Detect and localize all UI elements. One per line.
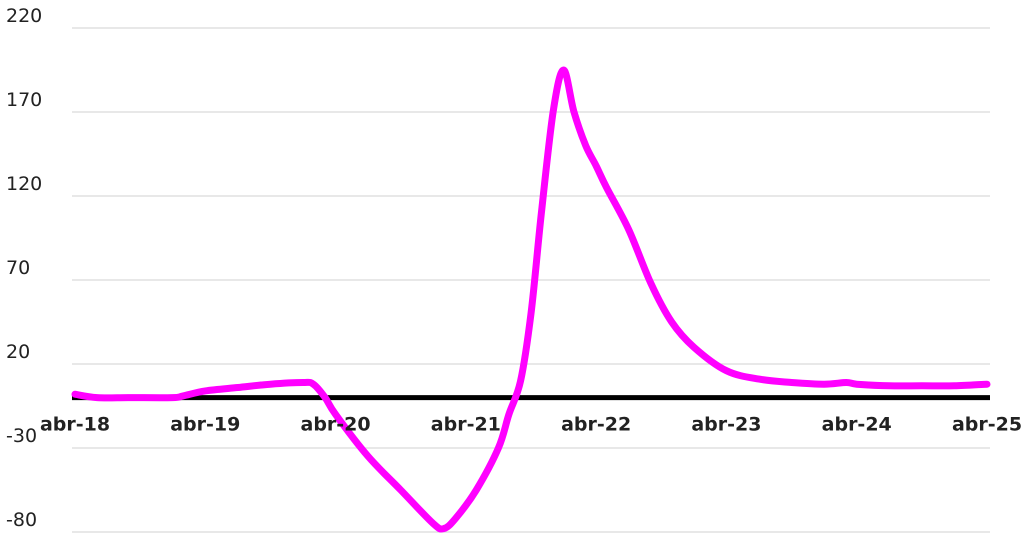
- gridlines: [72, 27, 990, 533]
- y-tick-label: 170: [6, 89, 42, 111]
- y-tick-label: 70: [6, 257, 30, 279]
- x-tick-label: abr-22: [561, 414, 631, 436]
- y-tick-label: -30: [6, 425, 37, 447]
- series-lines: [71, 66, 991, 533]
- x-tick-label: abr-20: [301, 414, 371, 436]
- x-tick-label: abr-18: [40, 414, 110, 436]
- y-tick-label: 120: [6, 173, 42, 195]
- y-tick-label: 220: [6, 5, 42, 27]
- x-tick-label: abr-23: [691, 414, 761, 436]
- y-tick-label: 20: [6, 341, 30, 363]
- y-axis-ticks: -80 -30 20 70 120 170 220: [6, 5, 42, 531]
- x-axis-ticks: abr-18 abr-19 abr-20 abr-21 abr-22 abr-23 abr-…: [40, 414, 1022, 436]
- x-tick-label: abr-24: [822, 414, 892, 436]
- x-tick-label: abr-25: [952, 414, 1022, 436]
- series-line-0: [71, 66, 991, 533]
- y-tick-label: -80: [6, 509, 37, 531]
- x-tick-label: abr-21: [431, 414, 501, 436]
- x-tick-label: abr-19: [170, 414, 240, 436]
